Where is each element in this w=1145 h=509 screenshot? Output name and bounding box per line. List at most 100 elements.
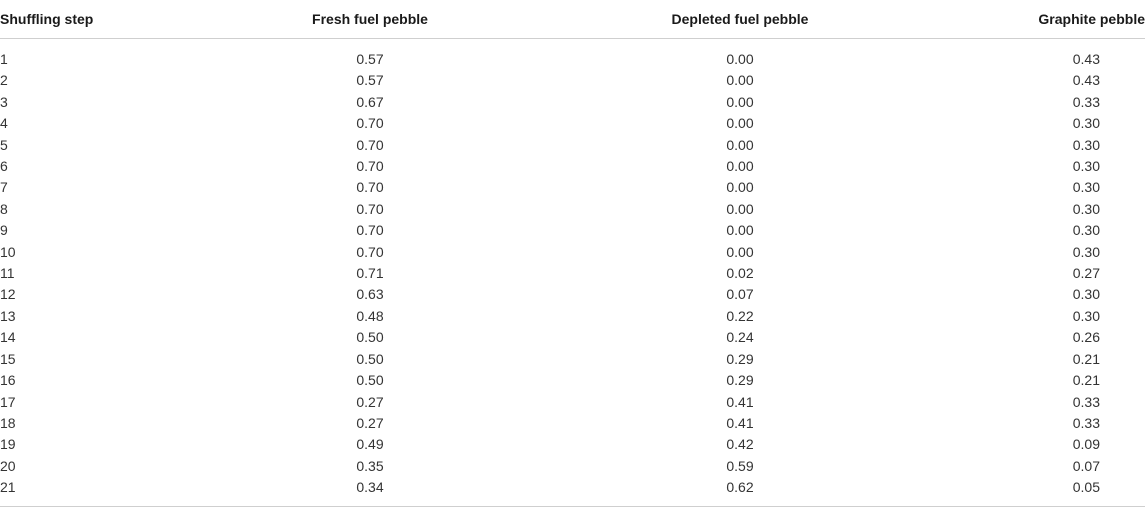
- cell-fresh-fuel: 0.70: [356, 158, 384, 175]
- cell-depleted-fuel: 0.02: [726, 265, 754, 282]
- cell-shuffling-step: 2: [0, 72, 8, 89]
- cell-depleted-fuel: 0.00: [726, 72, 754, 89]
- cell-depleted-fuel: 0.29: [726, 350, 754, 367]
- cell-graphite: 0.05: [1072, 479, 1100, 496]
- table-header: Shuffling step Fresh fuel pebble Deplete…: [0, 0, 1145, 39]
- cell-shuffling-step: 12: [0, 286, 16, 303]
- cell-depleted-fuel: 0.00: [726, 115, 754, 132]
- cell-graphite: 0.27: [1072, 265, 1100, 282]
- cell-depleted-fuel: 0.29: [726, 372, 754, 389]
- table-row: 20 0.35 0.59 0.07: [0, 456, 1145, 477]
- cell-depleted-fuel: 0.00: [726, 158, 754, 175]
- cell-graphite: 0.43: [1072, 51, 1100, 67]
- cell-shuffling-step: 4: [0, 115, 8, 132]
- cell-fresh-fuel: 0.70: [356, 115, 384, 132]
- cell-depleted-fuel: 0.07: [726, 286, 754, 303]
- cell-graphite: 0.43: [1072, 72, 1100, 89]
- cell-shuffling-step: 11: [0, 265, 15, 282]
- cell-graphite: 0.30: [1072, 115, 1100, 132]
- cell-fresh-fuel: 0.50: [356, 372, 384, 389]
- table-row: 15 0.50 0.29 0.21: [0, 349, 1145, 370]
- cell-fresh-fuel: 0.70: [356, 136, 384, 153]
- cell-depleted-fuel: 0.59: [726, 457, 754, 474]
- cell-graphite: 0.21: [1072, 350, 1100, 367]
- cell-fresh-fuel: 0.57: [356, 51, 384, 67]
- cell-fresh-fuel: 0.27: [356, 393, 384, 410]
- cell-graphite: 0.30: [1072, 222, 1100, 239]
- table-row: 11 0.71 0.02 0.27: [0, 263, 1145, 284]
- cell-fresh-fuel: 0.57: [356, 72, 384, 89]
- header-depleted-fuel-pebble: Depleted fuel pebble: [560, 0, 920, 39]
- cell-graphite: 0.30: [1072, 136, 1100, 153]
- cell-graphite: 0.30: [1072, 307, 1100, 324]
- table-row: 12 0.63 0.07 0.30: [0, 284, 1145, 305]
- table-row: 21 0.34 0.62 0.05: [0, 477, 1145, 498]
- table-body: 1 0.57 0.00 0.43 2 0.57 0.00 0.43 3 0.67 0.00 0.33 4…: [0, 39, 1145, 499]
- cell-depleted-fuel: 0.00: [726, 93, 754, 110]
- table-row: 8 0.70 0.00 0.30: [0, 199, 1145, 220]
- cell-graphite: 0.09: [1072, 436, 1100, 453]
- cell-shuffling-step: 1: [0, 51, 8, 67]
- cell-fresh-fuel: 0.70: [356, 179, 384, 196]
- cell-shuffling-step: 20: [0, 457, 16, 474]
- cell-shuffling-step: 6: [0, 158, 8, 175]
- cell-shuffling-step: 15: [0, 350, 16, 367]
- cell-graphite: 0.33: [1072, 93, 1100, 110]
- header-shuffling-step: Shuffling step: [0, 0, 180, 39]
- cell-graphite: 0.30: [1072, 286, 1100, 303]
- cell-shuffling-step: 17: [0, 393, 16, 410]
- table-row: 14 0.50 0.24 0.26: [0, 327, 1145, 348]
- table-row: 3 0.67 0.00 0.33: [0, 92, 1145, 113]
- cell-depleted-fuel: 0.00: [726, 243, 754, 260]
- table-row: 17 0.27 0.41 0.33: [0, 392, 1145, 413]
- cell-shuffling-step: 13: [0, 307, 16, 324]
- table-row: 13 0.48 0.22 0.30: [0, 306, 1145, 327]
- cell-graphite: 0.30: [1072, 200, 1100, 217]
- cell-fresh-fuel: 0.71: [356, 265, 384, 282]
- table-row: 19 0.49 0.42 0.09: [0, 434, 1145, 455]
- header-row: Shuffling step Fresh fuel pebble Deplete…: [0, 0, 1145, 39]
- cell-shuffling-step: 21: [0, 479, 16, 496]
- cell-fresh-fuel: 0.48: [356, 307, 384, 324]
- table-row: 6 0.70 0.00 0.30: [0, 156, 1145, 177]
- header-graphite-pebble: Graphite pebble: [920, 0, 1145, 39]
- cell-fresh-fuel: 0.70: [356, 222, 384, 239]
- cell-graphite: 0.30: [1072, 179, 1100, 196]
- cell-shuffling-step: 16: [0, 372, 16, 389]
- cell-depleted-fuel: 0.41: [726, 393, 754, 410]
- cell-shuffling-step: 9: [0, 222, 8, 239]
- cell-depleted-fuel: 0.62: [726, 479, 754, 496]
- cell-shuffling-step: 8: [0, 200, 8, 217]
- table-row: 7 0.70 0.00 0.30: [0, 177, 1145, 198]
- cell-fresh-fuel: 0.50: [356, 350, 384, 367]
- cell-fresh-fuel: 0.70: [356, 200, 384, 217]
- cell-depleted-fuel: 0.00: [726, 200, 754, 217]
- cell-depleted-fuel: 0.24: [726, 329, 754, 346]
- cell-graphite: 0.33: [1072, 393, 1100, 410]
- table-bottom-rule: [0, 506, 1145, 507]
- cell-fresh-fuel: 0.50: [356, 329, 384, 346]
- table-row: 10 0.70 0.00 0.30: [0, 242, 1145, 263]
- cell-depleted-fuel: 0.00: [726, 136, 754, 153]
- cell-graphite: 0.30: [1072, 243, 1100, 260]
- cell-graphite: 0.26: [1072, 329, 1100, 346]
- cell-depleted-fuel: 0.22: [726, 307, 754, 324]
- cell-graphite: 0.07: [1072, 457, 1100, 474]
- cell-depleted-fuel: 0.41: [726, 414, 754, 431]
- table-row: 5 0.70 0.00 0.30: [0, 135, 1145, 156]
- cell-fresh-fuel: 0.63: [356, 286, 384, 303]
- cell-shuffling-step: 7: [0, 179, 8, 196]
- table-row: 16 0.50 0.29 0.21: [0, 370, 1145, 391]
- header-fresh-fuel-pebble: Fresh fuel pebble: [180, 0, 560, 39]
- cell-shuffling-step: 19: [0, 436, 16, 453]
- cell-depleted-fuel: 0.00: [726, 179, 754, 196]
- table-row: 1 0.57 0.00 0.43: [0, 39, 1145, 71]
- table-row: 2 0.57 0.00 0.43: [0, 70, 1145, 91]
- cell-shuffling-step: 18: [0, 414, 16, 431]
- cell-shuffling-step: 3: [0, 93, 8, 110]
- cell-fresh-fuel: 0.27: [356, 414, 384, 431]
- cell-shuffling-step: 10: [0, 243, 16, 260]
- cell-depleted-fuel: 0.42: [726, 436, 754, 453]
